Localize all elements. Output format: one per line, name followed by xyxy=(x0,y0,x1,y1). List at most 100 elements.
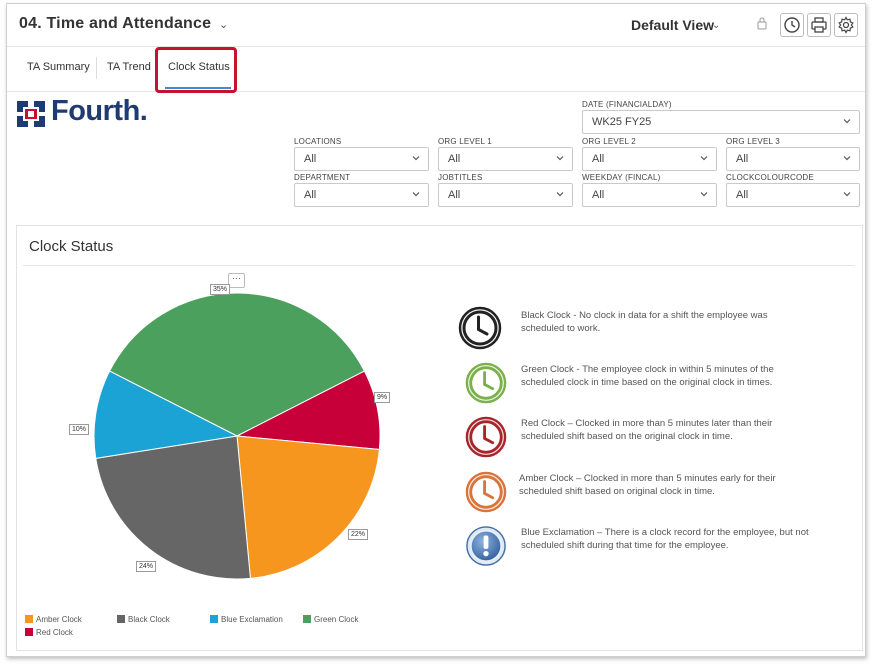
report-title[interactable]: 04. Time and Attendance xyxy=(19,15,212,32)
chevron-down-icon xyxy=(412,156,420,161)
clockcolourcode-filter-label: CLOCKCOLOURCODE xyxy=(726,173,814,182)
description-line: Green Clock - The employee clock in with… xyxy=(521,364,774,375)
date-filter[interactable]: WK25 FY25 xyxy=(582,110,860,134)
report-tabs: TA Summary TA Trend Clock Status xyxy=(7,47,865,93)
printer-icon xyxy=(811,17,827,33)
fourth-logo: Fourth. xyxy=(15,95,148,134)
legend-label: Amber Clock xyxy=(36,615,82,624)
legend-label: Black Clock xyxy=(128,615,170,624)
print-button[interactable] xyxy=(807,13,831,37)
legend-item-red[interactable]: Red Clock xyxy=(25,628,73,637)
dashboard-window: 04. Time and Attendance ⌄ Default View ⌄ xyxy=(6,3,866,657)
tab-ta-summary[interactable]: TA Summary xyxy=(27,61,90,73)
black-clock-description: Black Clock - No clock in data for a shi… xyxy=(521,309,861,335)
description-line: scheduled shift based on the original cl… xyxy=(521,431,733,442)
org-level-2-filter-label: ORG LEVEL 2 xyxy=(582,137,636,146)
org-level-3-filter-label: ORG LEVEL 3 xyxy=(726,137,780,146)
pie-chart xyxy=(93,292,381,580)
jobtitles-filter[interactable]: All xyxy=(438,183,573,207)
jobtitles-filter-label: JOBTITLES xyxy=(438,173,483,182)
logo-wordmark: Fourth. xyxy=(51,95,148,127)
chevron-down-icon xyxy=(556,192,564,197)
tab-divider xyxy=(96,57,97,79)
black-clock-icon xyxy=(458,306,502,350)
pie-slice-red[interactable] xyxy=(235,370,381,451)
pie-slice-green[interactable] xyxy=(108,292,366,437)
fourth-logo-mark-icon xyxy=(17,101,45,127)
clock-status-panel: Clock Status ··· 35% 9% 22% 24% 10% Ambe… xyxy=(16,225,863,651)
weekday-filter-value: All xyxy=(592,189,605,201)
view-selector[interactable]: Default View xyxy=(631,17,714,33)
gear-icon xyxy=(838,16,854,34)
pie-slice-black[interactable] xyxy=(95,435,252,580)
chevron-down-icon[interactable]: ⌄ xyxy=(219,19,229,31)
locations-filter-label: LOCATIONS xyxy=(294,137,342,146)
top-bar: 04. Time and Attendance ⌄ Default View ⌄ xyxy=(7,4,865,47)
locations-filter-value: All xyxy=(304,153,317,165)
org-level-1-filter-label: ORG LEVEL 1 xyxy=(438,137,492,146)
clock-button[interactable] xyxy=(780,13,804,37)
blue-exclamation-description: Blue Exclamation – There is a clock reco… xyxy=(521,526,861,552)
description-line: Amber Clock – Clocked in more than 5 min… xyxy=(519,473,776,484)
legend-item-black[interactable]: Black Clock xyxy=(117,615,170,624)
green-clock-icon xyxy=(465,362,507,404)
description-line: scheduled shift during that time for the… xyxy=(521,540,729,551)
pie-slice-amber[interactable] xyxy=(236,435,380,579)
legend-item-amber[interactable]: Amber Clock xyxy=(25,615,82,624)
date-filter-value: WK25 FY25 xyxy=(592,116,652,128)
org-level-1-filter[interactable]: All xyxy=(438,147,573,171)
amber-clock-icon xyxy=(465,471,507,513)
chevron-down-icon xyxy=(700,192,708,197)
panel-divider xyxy=(23,265,855,266)
pie-label-amber: 22% xyxy=(348,529,369,540)
chevron-down-icon xyxy=(843,192,851,197)
org-level-1-filter-value: All xyxy=(448,153,461,165)
settings-button[interactable] xyxy=(834,13,858,37)
description-line: Red Clock – Clocked in more than 5 minut… xyxy=(521,418,773,429)
legend-item-green[interactable]: Green Clock xyxy=(303,615,358,624)
chevron-down-icon xyxy=(412,192,420,197)
lock-icon xyxy=(757,17,767,30)
legend-swatch xyxy=(303,615,311,623)
locations-filter[interactable]: All xyxy=(294,147,429,171)
legend-item-blue[interactable]: Blue Exclamation xyxy=(210,615,283,624)
red-clock-description: Red Clock – Clocked in more than 5 minut… xyxy=(521,417,861,443)
blue-exclamation-icon xyxy=(466,526,506,566)
legend-swatch xyxy=(25,615,33,623)
highlight-box xyxy=(155,47,237,93)
description-line: Black Clock - No clock in data for a shi… xyxy=(521,310,768,321)
pie-label-green: 35% xyxy=(210,284,231,295)
pie-label-blue: 10% xyxy=(69,424,90,435)
legend-swatch xyxy=(25,628,33,636)
description-line: Blue Exclamation – There is a clock reco… xyxy=(521,527,809,538)
date-filter-label: DATE (FINANCIALDAY) xyxy=(582,100,672,109)
active-tab-indicator xyxy=(165,87,231,89)
pie-label-black: 24% xyxy=(136,561,157,572)
legend-swatch xyxy=(210,615,218,623)
department-filter-label: DEPARTMENT xyxy=(294,173,351,182)
more-options-button[interactable]: ··· xyxy=(228,273,245,288)
description-line: scheduled shift based on original clock … xyxy=(519,486,715,497)
description-line: scheduled to work. xyxy=(521,323,601,334)
org-level-2-filter[interactable]: All xyxy=(582,147,717,171)
tab-ta-trend[interactable]: TA Trend xyxy=(107,61,151,73)
tab-clock-status[interactable]: Clock Status xyxy=(168,61,230,73)
department-filter[interactable]: All xyxy=(294,183,429,207)
department-filter-value: All xyxy=(304,189,317,201)
pie-slice-blue[interactable] xyxy=(93,370,239,459)
org-level-2-filter-value: All xyxy=(592,153,605,165)
org-level-3-filter[interactable]: All xyxy=(726,147,860,171)
chevron-down-icon[interactable]: ⌄ xyxy=(712,20,721,31)
jobtitles-filter-value: All xyxy=(448,189,461,201)
chevron-down-icon xyxy=(556,156,564,161)
clockcolourcode-filter[interactable]: All xyxy=(726,183,860,207)
pie-label-red: 9% xyxy=(374,392,391,403)
weekday-filter-label: WEEKDAY (FINCAL) xyxy=(582,173,661,182)
description-line: scheduled clock in time based on the ori… xyxy=(521,377,773,388)
legend-label: Red Clock xyxy=(36,628,73,637)
clockcolourcode-filter-value: All xyxy=(736,189,749,201)
amber-clock-description: Amber Clock – Clocked in more than 5 min… xyxy=(519,472,859,498)
legend-label: Green Clock xyxy=(314,615,359,624)
red-clock-icon xyxy=(465,416,507,458)
weekday-filter[interactable]: All xyxy=(582,183,717,207)
